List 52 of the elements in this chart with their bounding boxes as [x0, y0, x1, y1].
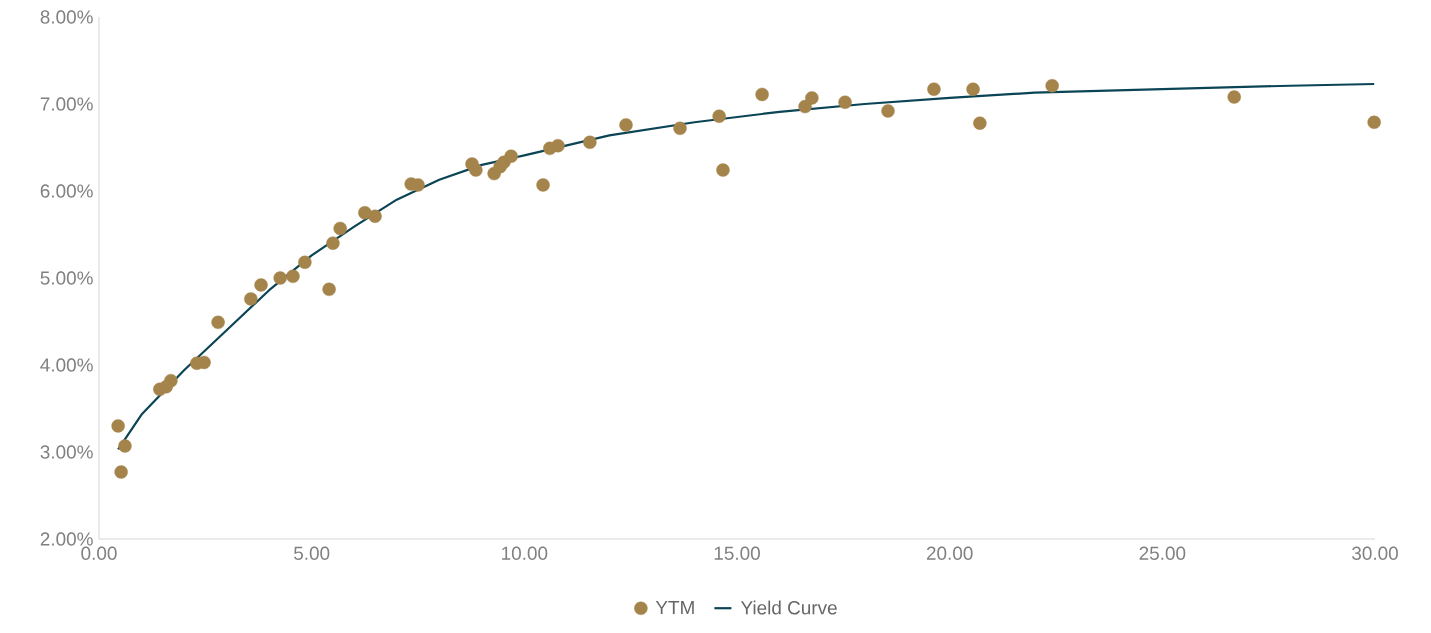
y-tick-label: 2.00% [40, 532, 93, 546]
point [551, 139, 565, 153]
legend-label: YTM [655, 600, 694, 614]
point [1227, 90, 1241, 104]
point [273, 271, 287, 285]
point [298, 255, 312, 270]
point [164, 373, 178, 388]
point [583, 135, 597, 149]
x-tick-label: 10.00 [502, 546, 548, 560]
point [536, 178, 550, 192]
point [211, 315, 225, 330]
point [712, 109, 726, 123]
point [469, 163, 483, 177]
point [286, 269, 300, 283]
point [619, 118, 633, 132]
point [805, 91, 819, 105]
point [1045, 79, 1059, 93]
y-tick-label: 4.00% [40, 358, 93, 372]
y-tick-label: 5.00% [40, 271, 93, 285]
point [966, 82, 980, 96]
x-tick-label: 15.00 [714, 546, 760, 560]
point [326, 236, 340, 250]
point [838, 95, 852, 109]
legend-label: Yield Curve [740, 600, 837, 615]
point [118, 439, 132, 453]
point [504, 149, 518, 163]
x-tick-label: 30.00 [1352, 546, 1398, 560]
point [881, 104, 895, 118]
point [673, 121, 687, 136]
y-tick-label: 8.00% [40, 10, 93, 24]
point [1367, 115, 1381, 129]
x-tick-label: 25.00 [1139, 546, 1186, 560]
x-tick-label: 20.00 [926, 546, 973, 560]
x-tick-label: 0.00 [81, 546, 117, 560]
x-tick-label: 5.00 [294, 546, 330, 560]
point [716, 163, 730, 177]
line-series [117, 82, 1376, 451]
point [322, 282, 336, 297]
y-tick-label: 7.00% [40, 97, 93, 111]
point [927, 82, 941, 96]
point [254, 278, 268, 292]
point [973, 116, 987, 130]
y-tick-label: 3.00% [40, 445, 93, 459]
point [197, 355, 211, 370]
point [333, 221, 347, 236]
point [358, 206, 372, 220]
y-tick-label: 6.00% [40, 184, 93, 198]
point [114, 465, 128, 479]
point [368, 209, 382, 223]
point [111, 419, 125, 433]
point [755, 87, 769, 102]
point [244, 292, 258, 306]
